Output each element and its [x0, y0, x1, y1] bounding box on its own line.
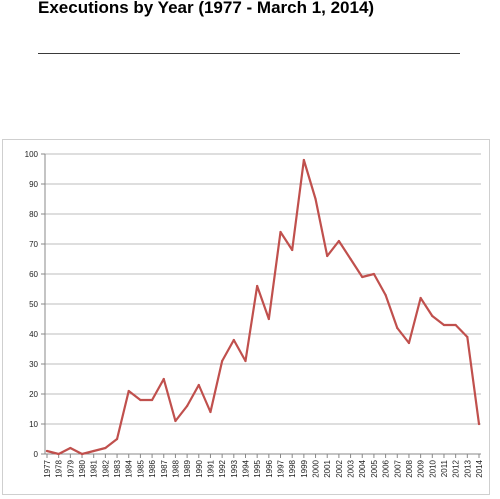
y-tick-label: 20: [29, 390, 38, 399]
data-point: [396, 326, 399, 330]
data-point: [384, 293, 387, 297]
data-point: [442, 323, 446, 327]
y-tick-label: 70: [29, 240, 38, 249]
data-point: [69, 446, 72, 450]
data-point: [372, 272, 376, 276]
x-tick-label: 2000: [312, 459, 321, 477]
data-point: [314, 197, 317, 201]
x-tick-label: 1995: [253, 459, 262, 477]
data-point: [407, 341, 411, 345]
x-tick-label: 2006: [382, 459, 391, 477]
data-point: [349, 257, 352, 261]
y-tick-label: 100: [25, 150, 39, 159]
x-tick-label: 2014: [475, 459, 484, 477]
x-tick-label: 2007: [393, 459, 402, 477]
data-point: [80, 452, 84, 456]
data-point: [431, 314, 434, 318]
x-tick-label: 1998: [288, 459, 297, 477]
data-point: [45, 449, 49, 453]
x-tick-label: 1978: [55, 459, 64, 477]
x-tick-label: 2009: [417, 459, 426, 477]
x-tick-label: 1987: [160, 459, 169, 477]
x-tick-label: 1993: [230, 459, 239, 477]
data-point: [466, 335, 469, 339]
x-tick-label: 1989: [183, 459, 192, 477]
x-tick-label: 2008: [405, 459, 414, 477]
x-tick-label: 1979: [66, 459, 75, 477]
x-tick-label: 1985: [136, 459, 145, 477]
x-tick-label: 1997: [277, 459, 286, 477]
data-point: [104, 446, 107, 450]
y-tick-label: 40: [29, 330, 38, 339]
x-tick-label: 2004: [358, 459, 367, 477]
data-point: [302, 158, 305, 162]
y-tick-label: 0: [34, 450, 39, 459]
series: [45, 158, 481, 456]
title-divider: [38, 53, 460, 54]
data-point: [197, 383, 200, 387]
x-tick-label: 1981: [90, 459, 99, 477]
data-point: [361, 275, 364, 279]
data-point: [174, 419, 177, 423]
x-tick-label: 1990: [195, 459, 204, 477]
y-tick-label: 10: [29, 420, 38, 429]
x-tick-label: 1999: [300, 459, 309, 477]
x-tick-label: 2013: [463, 459, 472, 477]
y-tick-label: 50: [29, 300, 38, 309]
data-point: [209, 410, 212, 414]
data-point: [256, 284, 259, 288]
data-point: [150, 398, 154, 402]
x-tick-label: 1983: [113, 459, 122, 477]
data-point: [162, 377, 165, 381]
x-tick-label: 2005: [370, 459, 379, 477]
x-tick-labels: 1977 1978 1979 1980 1981 1982 1983 1984 1985 1986…: [43, 459, 484, 477]
y-tick-label: 90: [29, 180, 38, 189]
data-point: [127, 389, 130, 393]
y-tick-label: 80: [29, 210, 38, 219]
x-tick-label: 2011: [440, 459, 449, 477]
x-tick-label: 1977: [43, 459, 52, 477]
x-tick-label: 2002: [335, 459, 344, 477]
data-point: [139, 398, 142, 402]
data-point: [244, 359, 247, 363]
plot-area: [3, 140, 489, 494]
x-tick-label: 2003: [347, 459, 356, 477]
y-tick-labels: 0 10 20 30 40 50 60 70 80 90 100: [25, 150, 39, 459]
x-tick-label: 2001: [323, 459, 332, 477]
page-title: Executions by Year (1977 - March 1, 2014…: [38, 0, 375, 17]
data-point: [267, 317, 270, 321]
data-point: [92, 449, 95, 453]
x-tick-label: 2010: [428, 459, 437, 477]
data-point: [232, 338, 235, 342]
data-point: [57, 452, 60, 456]
data-point: [186, 404, 189, 408]
x-tick-label: 1988: [171, 459, 180, 477]
data-point: [115, 437, 119, 441]
x-tick-label: 1986: [148, 459, 157, 477]
x-tick-label: 1996: [265, 459, 274, 477]
x-tick-label: 1992: [218, 459, 227, 477]
x-tick-label: 2012: [452, 459, 461, 477]
y-tick-label: 30: [29, 360, 38, 369]
gridlines: [45, 153, 481, 425]
y-tick-label: 60: [29, 270, 38, 279]
axes: [41, 153, 481, 458]
data-point: [279, 230, 282, 234]
x-tick-label: 1982: [101, 459, 110, 477]
x-tick-label: 1980: [78, 459, 87, 477]
data-point: [291, 248, 294, 252]
data-point: [477, 422, 481, 426]
series-line: [45, 158, 481, 456]
x-tick-label: 1991: [206, 459, 215, 477]
chart-frame: 0 10 20 30 40 50 60 70 80 90 100 1977 1978 1979 1980 1…: [2, 139, 490, 495]
data-point: [419, 296, 422, 300]
data-point: [221, 359, 224, 363]
x-tick-label: 1984: [125, 459, 134, 477]
data-point: [454, 323, 457, 327]
data-point: [337, 239, 340, 243]
data-point: [326, 254, 329, 258]
x-tick-label: 1994: [241, 459, 250, 477]
